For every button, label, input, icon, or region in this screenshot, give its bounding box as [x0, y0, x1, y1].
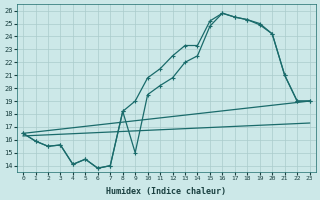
X-axis label: Humidex (Indice chaleur): Humidex (Indice chaleur)	[106, 187, 226, 196]
